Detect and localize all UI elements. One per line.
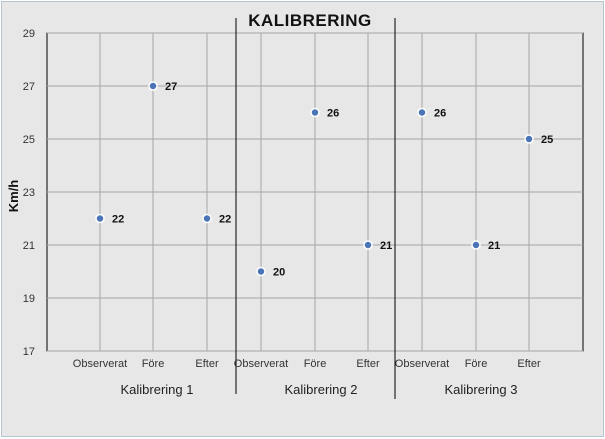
data-point [471,240,481,250]
y-tick-label: 25 [23,134,35,146]
data-point [95,213,105,224]
y-axis-label: Km/h [6,180,21,213]
data-point [524,134,534,144]
y-tick-label: 27 [23,81,35,93]
data-labels: 22 27 22 20 26 21 26 21 25 [112,81,553,279]
category-labels: Observerat Före Efter Observerat Före Efter Ob… [73,358,541,370]
data-label: 20 [273,267,285,279]
y-tick-label: 19 [23,293,35,305]
data-point [256,266,266,277]
y-tick-label: 23 [23,187,35,199]
y-tick-label: 29 [23,28,35,40]
data-label: 27 [165,81,177,93]
data-label: 26 [434,108,446,120]
data-point [417,107,427,118]
data-point [363,240,373,250]
y-tick-label: 21 [23,240,35,252]
category-label: Observerat [73,358,127,370]
y-tick-labels: 17 19 21 23 25 27 29 [23,28,35,358]
gridlines [47,32,583,352]
group-label: Kalibrering 3 [445,382,518,397]
category-label: Efter [195,358,219,370]
data-label: 26 [327,108,339,120]
title-background [243,9,373,31]
category-label: Före [465,358,488,370]
category-label: Observerat [234,358,288,370]
chart-title: KALIBRERING [248,11,372,30]
category-label: Efter [356,358,380,370]
data-label: 21 [380,240,392,252]
data-label: 25 [541,134,553,146]
data-label: 22 [219,214,231,226]
data-point [202,213,212,224]
group-label: Kalibrering 2 [285,382,358,397]
group-separators [235,18,396,399]
category-label: Före [142,358,165,370]
group-label: Kalibrering 1 [121,382,194,397]
y-tick-label: 17 [23,346,35,358]
category-label: Före [304,358,327,370]
data-label: 22 [112,214,124,226]
data-point [148,81,158,91]
group-labels: Kalibrering 1 Kalibrering 2 Kalibrering 3 [121,382,518,397]
data-label: 21 [488,240,500,252]
category-label: Efter [517,358,541,370]
data-point [310,107,320,118]
category-label: Observerat [395,358,449,370]
data-points [95,81,534,277]
